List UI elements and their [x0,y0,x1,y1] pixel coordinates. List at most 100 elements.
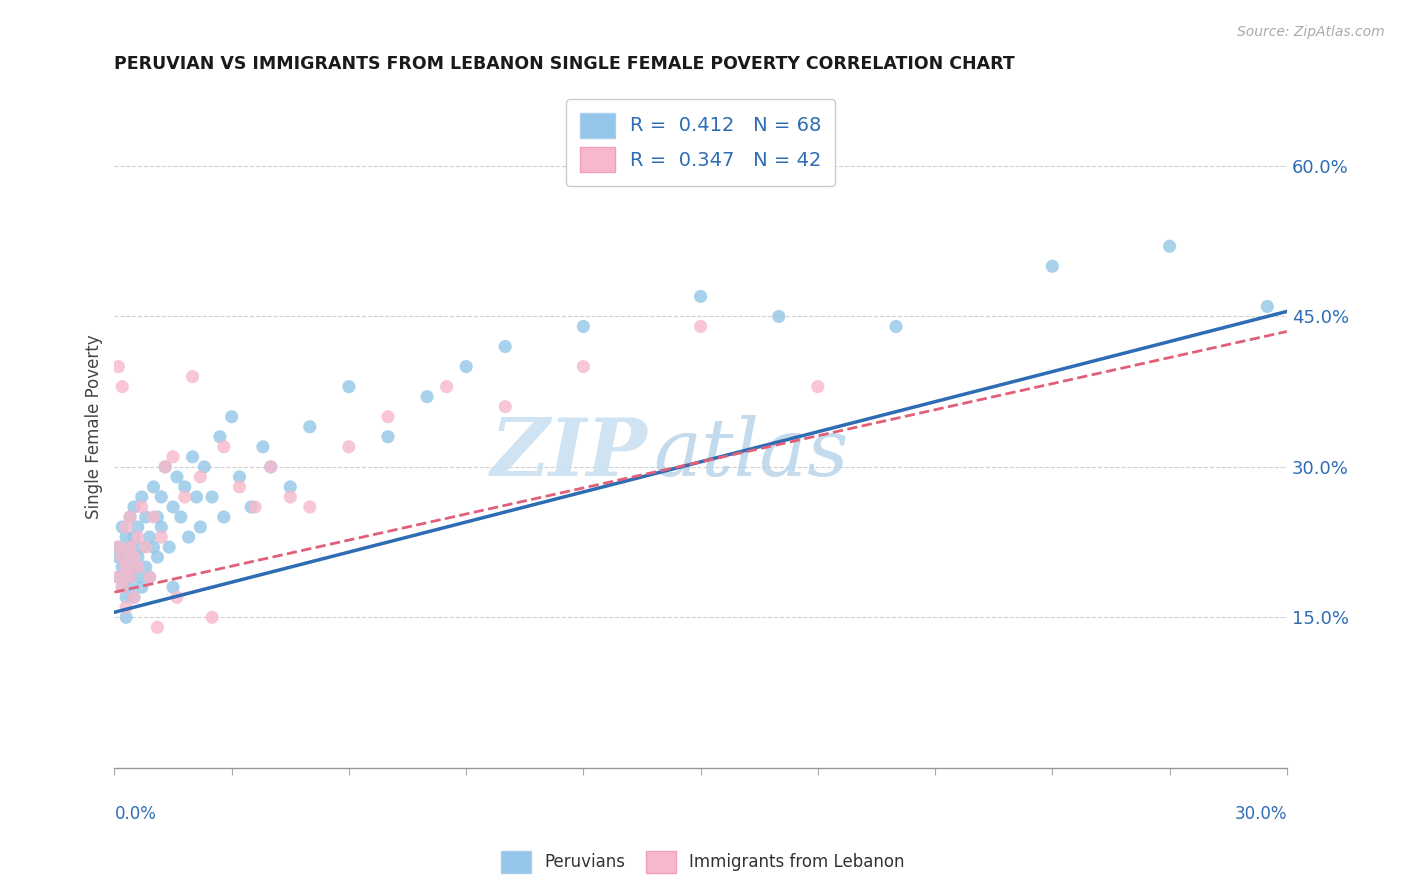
Point [572,359,595,374]
Point [122,530,145,544]
Point [122,560,145,574]
Point [228,470,250,484]
Y-axis label: Single Female Poverty: Single Female Poverty [86,334,103,519]
Point [201,490,224,504]
Point [107,359,129,374]
Point [240,500,263,514]
Point [157,540,180,554]
Point [150,530,173,544]
Point [111,580,134,594]
Point [155,459,177,474]
Point [107,550,129,565]
Point [416,390,439,404]
Point [155,459,177,474]
Point [208,430,231,444]
Point [127,530,149,544]
Text: Source: ZipAtlas.com: Source: ZipAtlas.com [1237,25,1385,39]
Point [138,530,160,544]
Legend: R =  0.412   N = 68, R =  0.347   N = 42: R = 0.412 N = 68, R = 0.347 N = 42 [567,99,835,186]
Point [166,591,188,605]
Point [122,550,145,565]
Point [162,500,184,514]
Point [122,500,145,514]
Point [186,490,208,504]
Point [142,480,165,494]
Point [173,490,195,504]
Point [181,450,204,464]
Point [190,520,212,534]
Point [221,409,243,424]
Text: 30.0%: 30.0% [1234,805,1286,823]
Point [127,520,149,534]
Point [107,540,129,554]
Point [118,540,141,554]
Point [162,450,184,464]
Point [193,459,215,474]
Point [115,560,138,574]
Legend: Peruvians, Immigrants from Lebanon: Peruvians, Immigrants from Lebanon [495,845,911,880]
Point [337,440,360,454]
Point [115,600,138,615]
Point [436,379,458,393]
Point [260,459,283,474]
Point [146,510,169,524]
Point [131,580,153,594]
Point [111,550,134,565]
Point [298,419,321,434]
Point [170,510,193,524]
Point [118,510,141,524]
Point [150,520,173,534]
Text: PERUVIAN VS IMMIGRANTS FROM LEBANON SINGLE FEMALE POVERTY CORRELATION CHART: PERUVIAN VS IMMIGRANTS FROM LEBANON SING… [114,55,1015,73]
Point [122,591,145,605]
Point [146,620,169,634]
Point [807,379,830,393]
Point [115,610,138,624]
Point [146,550,169,565]
Point [212,440,235,454]
Point [142,510,165,524]
Text: atlas: atlas [654,416,849,492]
Point [243,500,266,514]
Point [127,560,149,574]
Point [107,540,129,554]
Point [111,580,134,594]
Point [181,369,204,384]
Point [337,379,360,393]
Point [1040,260,1063,274]
Text: 0.0%: 0.0% [114,805,156,823]
Point [118,510,141,524]
Text: ZIP: ZIP [491,416,648,492]
Point [138,570,160,584]
Point [298,500,321,514]
Point [456,359,478,374]
Point [212,510,235,524]
Point [252,440,274,454]
Point [166,470,188,484]
Point [150,490,173,504]
Point [107,570,129,584]
Point [1256,300,1278,314]
Point [135,510,157,524]
Point [111,520,134,534]
Point [768,310,790,324]
Point [278,480,301,494]
Point [1159,239,1181,253]
Point [494,400,516,414]
Point [122,591,145,605]
Point [131,540,153,554]
Point [135,540,157,554]
Point [201,610,224,624]
Point [377,409,399,424]
Point [884,319,907,334]
Point [118,570,141,584]
Point [689,289,711,303]
Point [135,560,157,574]
Point [111,379,134,393]
Point [190,470,212,484]
Point [377,430,399,444]
Point [173,480,195,494]
Point [572,319,595,334]
Point [115,591,138,605]
Point [260,459,283,474]
Point [111,560,134,574]
